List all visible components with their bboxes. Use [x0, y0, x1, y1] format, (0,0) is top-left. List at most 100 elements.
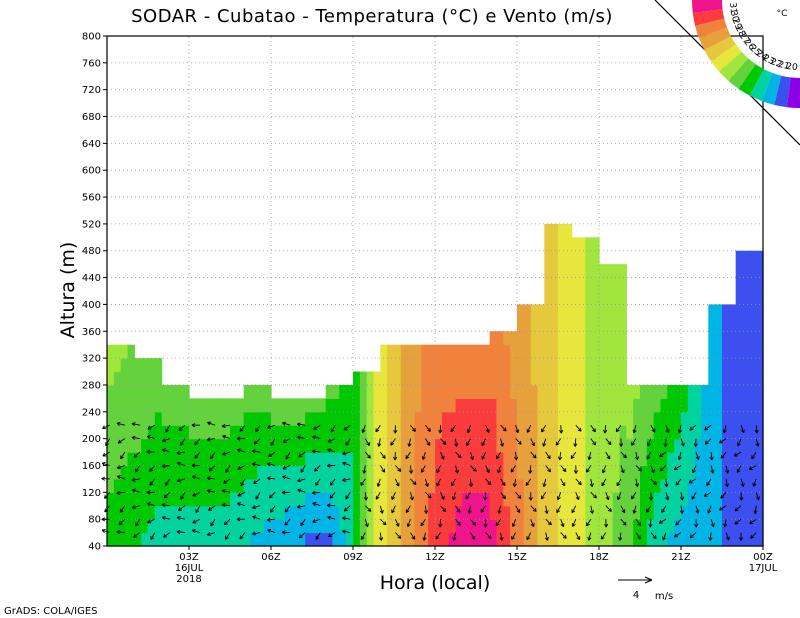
- temperature-cell: [134, 384, 142, 399]
- temperature-cell: [715, 411, 723, 426]
- temperature-cell: [168, 532, 176, 547]
- temperature-cell: [202, 492, 211, 507]
- temperature-cell: [558, 331, 566, 346]
- y-axis-title: Altura (m): [57, 242, 79, 339]
- wind-arrowhead: [267, 528, 272, 533]
- wind-arrow: [720, 451, 727, 459]
- wind-reference-unit: m/s: [655, 591, 673, 602]
- temperature-cell: [202, 465, 211, 480]
- temperature-cell: [175, 465, 183, 480]
- wind-arrowhead: [736, 468, 741, 473]
- wind-arrow: [300, 518, 306, 527]
- temperature-cell: [756, 371, 764, 386]
- wind-arrowhead: [284, 508, 289, 513]
- temperature-cell: [107, 398, 115, 413]
- colorbar-wedge: [719, 51, 749, 81]
- wind-arrow: [225, 532, 231, 540]
- temperature-cell: [749, 425, 757, 440]
- temperature-cell: [715, 425, 723, 440]
- temperature-cell: [380, 398, 388, 413]
- temperature-cell: [715, 384, 723, 399]
- wind-arrow: [526, 532, 532, 540]
- wind-arrow: [343, 505, 351, 512]
- wind-arrowhead: [116, 421, 121, 426]
- temperature-cell: [619, 344, 627, 359]
- temperature-cell: [646, 452, 655, 467]
- temperature-cell: [578, 371, 586, 386]
- temperature-cell: [202, 398, 211, 413]
- wind-arrow: [560, 465, 567, 472]
- temperature-cell: [441, 478, 450, 493]
- wind-arrowhead: [620, 469, 625, 474]
- temperature-cell: [435, 492, 443, 507]
- temperature-cell: [421, 519, 429, 534]
- temperature-cell: [633, 519, 641, 534]
- temperature-cell: [537, 452, 545, 467]
- wind-arrow: [673, 465, 682, 471]
- temperature-cell: [257, 411, 265, 426]
- temperature-cell: [346, 384, 354, 399]
- temperature-cell: [373, 411, 381, 426]
- temperature-cell: [558, 223, 566, 238]
- wind-arrow: [410, 424, 416, 432]
- temperature-cell: [332, 384, 340, 399]
- wind-arrow: [725, 478, 728, 487]
- temperature-cell: [353, 505, 361, 520]
- temperature-cell: [599, 331, 607, 346]
- wind-arrow: [180, 438, 186, 446]
- wind-arrowhead: [516, 509, 521, 513]
- wind-arrow: [545, 532, 548, 541]
- temperature-cell: [578, 250, 586, 265]
- temperature-cell: [332, 398, 340, 413]
- temperature-cell: [619, 331, 627, 346]
- temperature-cell: [113, 398, 122, 413]
- wind-arrowhead: [708, 537, 713, 541]
- wind-arrow: [545, 465, 551, 473]
- temperature-cell: [407, 344, 416, 359]
- temperature-cell: [380, 452, 388, 467]
- temperature-cell: [592, 505, 600, 520]
- temperature-cell: [120, 492, 129, 507]
- temperature-cell: [127, 465, 135, 480]
- temperature-cell: [701, 532, 709, 547]
- temperature-cell: [257, 398, 265, 413]
- wind-arrow: [379, 518, 387, 526]
- wind-arrow: [342, 530, 351, 534]
- temperature-cell: [428, 532, 436, 547]
- temperature-cell: [312, 519, 320, 534]
- temperature-cell: [400, 398, 409, 413]
- wind-arrowhead: [237, 466, 242, 470]
- wind-arrowhead: [472, 521, 477, 526]
- temperature-cell: [230, 465, 238, 480]
- temperature-cell: [558, 304, 566, 319]
- temperature-cell: [674, 411, 682, 426]
- temperature-cell: [503, 532, 511, 547]
- y-tick-label: 760: [82, 58, 101, 69]
- wind-arrow: [455, 505, 461, 513]
- temperature-cell: [551, 438, 559, 453]
- y-tick-label: 200: [82, 434, 101, 445]
- temperature-cell: [551, 411, 559, 426]
- temperature-cell: [564, 291, 573, 306]
- wind-arrowhead: [438, 523, 443, 528]
- temperature-cell: [728, 438, 737, 453]
- temperature-cell: [742, 425, 750, 440]
- temperature-cell: [428, 492, 436, 507]
- chart-title: SODAR - Cubatao - Temperatura (°C) e Ven…: [131, 6, 613, 27]
- wind-arrow: [133, 451, 141, 458]
- wind-arrowhead: [532, 508, 537, 512]
- temperature-cell: [701, 465, 709, 480]
- temperature-cell: [633, 465, 641, 480]
- temperature-cell: [250, 519, 258, 534]
- temperature-cell: [735, 304, 744, 319]
- wind-arrowhead: [312, 519, 317, 523]
- temperature-cell: [448, 452, 457, 467]
- temperature-cell: [291, 438, 299, 453]
- temperature-cell: [154, 519, 163, 534]
- temperature-cell: [154, 425, 163, 440]
- temperature-cell: [517, 304, 525, 319]
- temperature-cell: [332, 452, 340, 467]
- temperature-cell: [687, 411, 696, 426]
- wind-arrow: [485, 425, 490, 433]
- temperature-cell: [715, 371, 723, 386]
